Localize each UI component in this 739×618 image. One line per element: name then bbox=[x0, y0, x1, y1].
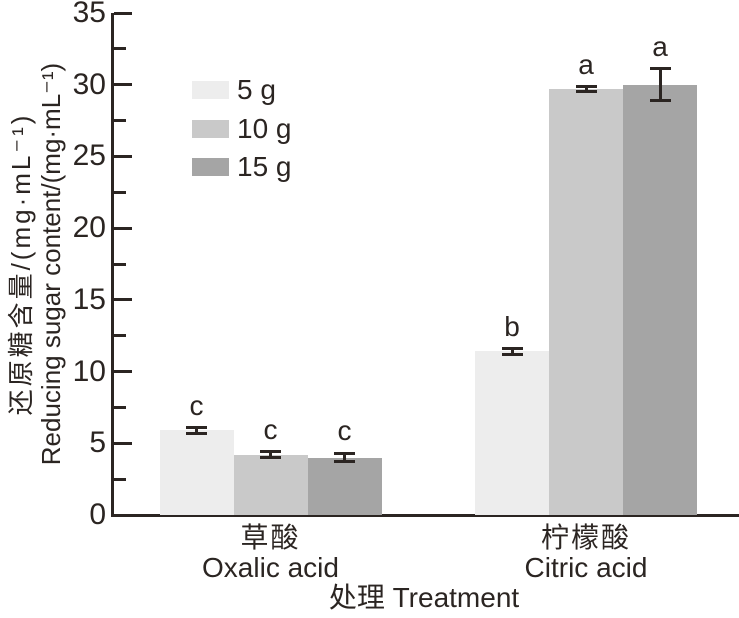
significance-letter: b bbox=[504, 310, 520, 342]
error-bar-stem bbox=[195, 427, 198, 434]
category-label-english: Oxalic acid bbox=[202, 552, 339, 583]
error-bar-cap-top bbox=[649, 67, 671, 71]
y-tick-label: 5 bbox=[89, 426, 106, 460]
category-label-chinese: 草酸 bbox=[240, 522, 301, 553]
y-major-tick bbox=[114, 298, 132, 302]
error-bar-stem bbox=[658, 68, 662, 101]
error-bar-cap-top bbox=[260, 450, 281, 454]
y-major-tick bbox=[114, 83, 132, 87]
y-tick-label: 20 bbox=[72, 211, 106, 245]
category-label-oxalic-acid: 草酸 Oxalic acid bbox=[202, 523, 339, 583]
y-tick-label: 0 bbox=[89, 498, 106, 531]
y-tick-label: 30 bbox=[72, 67, 106, 101]
y-minor-tick bbox=[114, 119, 126, 123]
y-major-tick bbox=[114, 370, 132, 374]
y-minor-tick bbox=[114, 334, 126, 338]
y-major-tick bbox=[114, 11, 132, 15]
error-bar-stem bbox=[510, 348, 514, 355]
legend-swatch-15g bbox=[192, 158, 229, 176]
x-axis-title: 处理 Treatment bbox=[328, 582, 520, 613]
y-major-tick bbox=[114, 226, 132, 230]
error-bar-cap-top bbox=[334, 451, 355, 455]
error-bar-cap-bottom bbox=[649, 98, 671, 102]
bar-15g-citric-acid bbox=[623, 84, 697, 515]
error-bar-cap-bottom bbox=[260, 456, 281, 460]
bar-15g-oxalic-acid bbox=[307, 457, 382, 515]
error-bar-stem bbox=[584, 86, 588, 92]
y-minor-tick bbox=[114, 262, 126, 266]
y-tick-label: 15 bbox=[72, 282, 106, 316]
legend-label-15g: 15 g bbox=[237, 151, 292, 182]
y-minor-tick bbox=[114, 477, 126, 481]
category-label-english: Citric acid bbox=[524, 552, 648, 583]
error-bar-cap-bottom bbox=[186, 431, 207, 435]
significance-letter: a bbox=[652, 30, 668, 62]
bar-5g-citric-acid bbox=[475, 351, 549, 515]
y-axis-label-chinese: 还原糖含量/(mg·mL⁻¹) bbox=[6, 112, 36, 416]
y-major-tick bbox=[114, 154, 132, 158]
bar-5g-oxalic-acid bbox=[159, 430, 234, 515]
significance-letter: a bbox=[578, 48, 594, 80]
y-major-tick bbox=[114, 441, 132, 445]
error-bar-cap-bottom bbox=[334, 460, 355, 464]
bar-10g-citric-acid bbox=[549, 89, 623, 515]
x-axis-spine bbox=[111, 514, 739, 517]
error-bar-cap-top bbox=[501, 347, 523, 351]
y-tick-label: 25 bbox=[72, 139, 106, 173]
y-tick-label: 35 bbox=[72, 0, 106, 29]
legend-label-5g: 5 g bbox=[237, 74, 276, 105]
error-bar-stem bbox=[343, 453, 346, 462]
y-minor-tick bbox=[114, 190, 126, 194]
error-bar-cap-top bbox=[186, 426, 207, 429]
error-bar-cap-bottom bbox=[575, 89, 597, 93]
y-minor-tick bbox=[114, 47, 126, 51]
legend-swatch-5g bbox=[192, 81, 229, 99]
y-axis-spine bbox=[111, 13, 114, 517]
y-axis-label-english: Reducing sugar content/(mg·mL⁻¹) bbox=[36, 62, 66, 466]
y-minor-tick bbox=[114, 405, 126, 409]
legend-label-10g: 10 g bbox=[237, 112, 292, 144]
legend-swatch-10g bbox=[192, 119, 229, 138]
y-tick-label: 10 bbox=[72, 354, 106, 388]
category-label-citric-acid: 柠檬酸 Citric acid bbox=[525, 523, 648, 583]
significance-letter: c bbox=[189, 389, 204, 421]
error-bar-stem bbox=[269, 451, 272, 458]
error-bar-cap-bottom bbox=[501, 352, 523, 356]
significance-letter: c bbox=[263, 413, 278, 445]
significance-letter: c bbox=[337, 415, 352, 447]
category-label-chinese: 柠檬酸 bbox=[540, 522, 632, 553]
error-bar-cap-top bbox=[575, 85, 597, 89]
bar-10g-oxalic-acid bbox=[233, 454, 308, 515]
